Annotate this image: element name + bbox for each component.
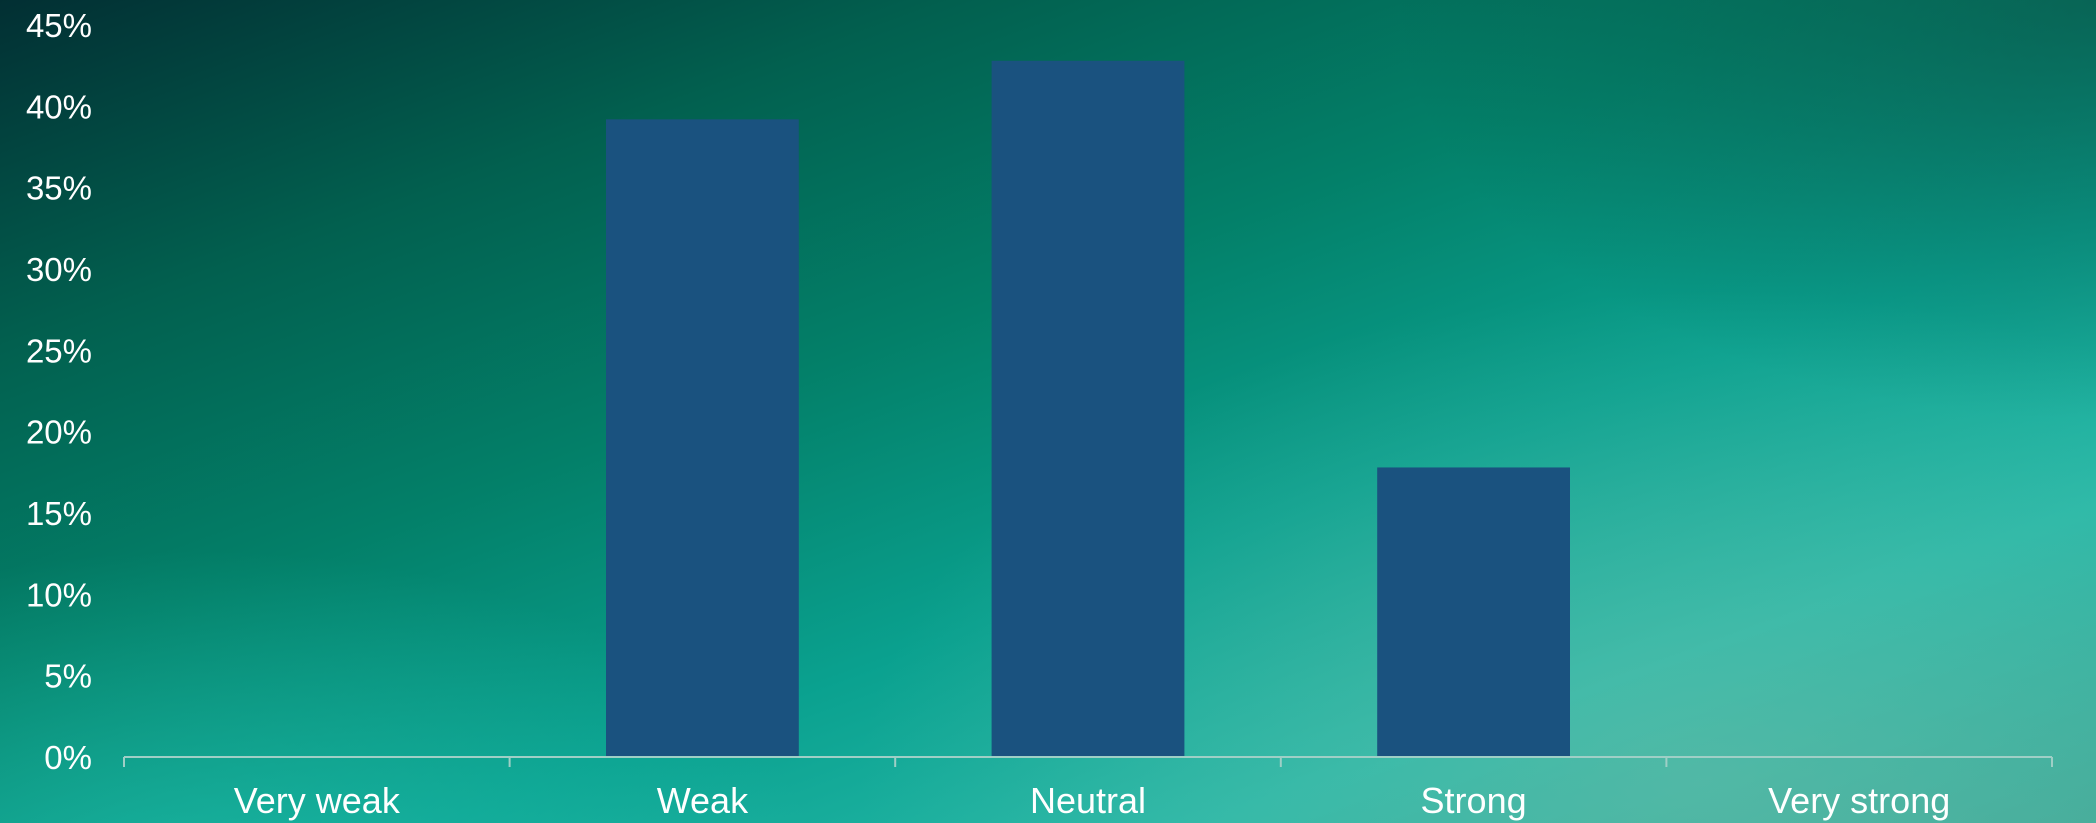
y-tick-label: 5% <box>44 658 92 695</box>
bar-strong <box>1377 467 1570 757</box>
x-tick-label: Very strong <box>1768 780 1950 821</box>
y-tick-label: 45% <box>26 7 92 44</box>
y-tick-label: 10% <box>26 576 92 613</box>
x-tick-label: Strong <box>1421 780 1527 821</box>
bars <box>606 60 1570 757</box>
y-tick-label: 25% <box>26 332 92 369</box>
x-axis: Very weak Weak Neutral Strong Very strong <box>123 756 2053 821</box>
x-tick-label: Neutral <box>1030 780 1146 821</box>
x-tick-label: Very weak <box>234 780 401 821</box>
y-tick-label: 40% <box>26 88 92 125</box>
y-tick-label: 30% <box>26 251 92 288</box>
y-tick-label: 15% <box>26 495 92 532</box>
y-tick-label: 0% <box>44 739 92 776</box>
y-tick-label: 20% <box>26 414 92 451</box>
bar-neutral <box>991 60 1185 757</box>
y-tick-label: 35% <box>26 170 92 207</box>
y-axis: 0% 5% 10% 15% 20% 25% 30% 35% 40% 45% <box>26 7 92 776</box>
x-tick-label: Weak <box>657 780 749 821</box>
bar-weak <box>606 119 799 757</box>
